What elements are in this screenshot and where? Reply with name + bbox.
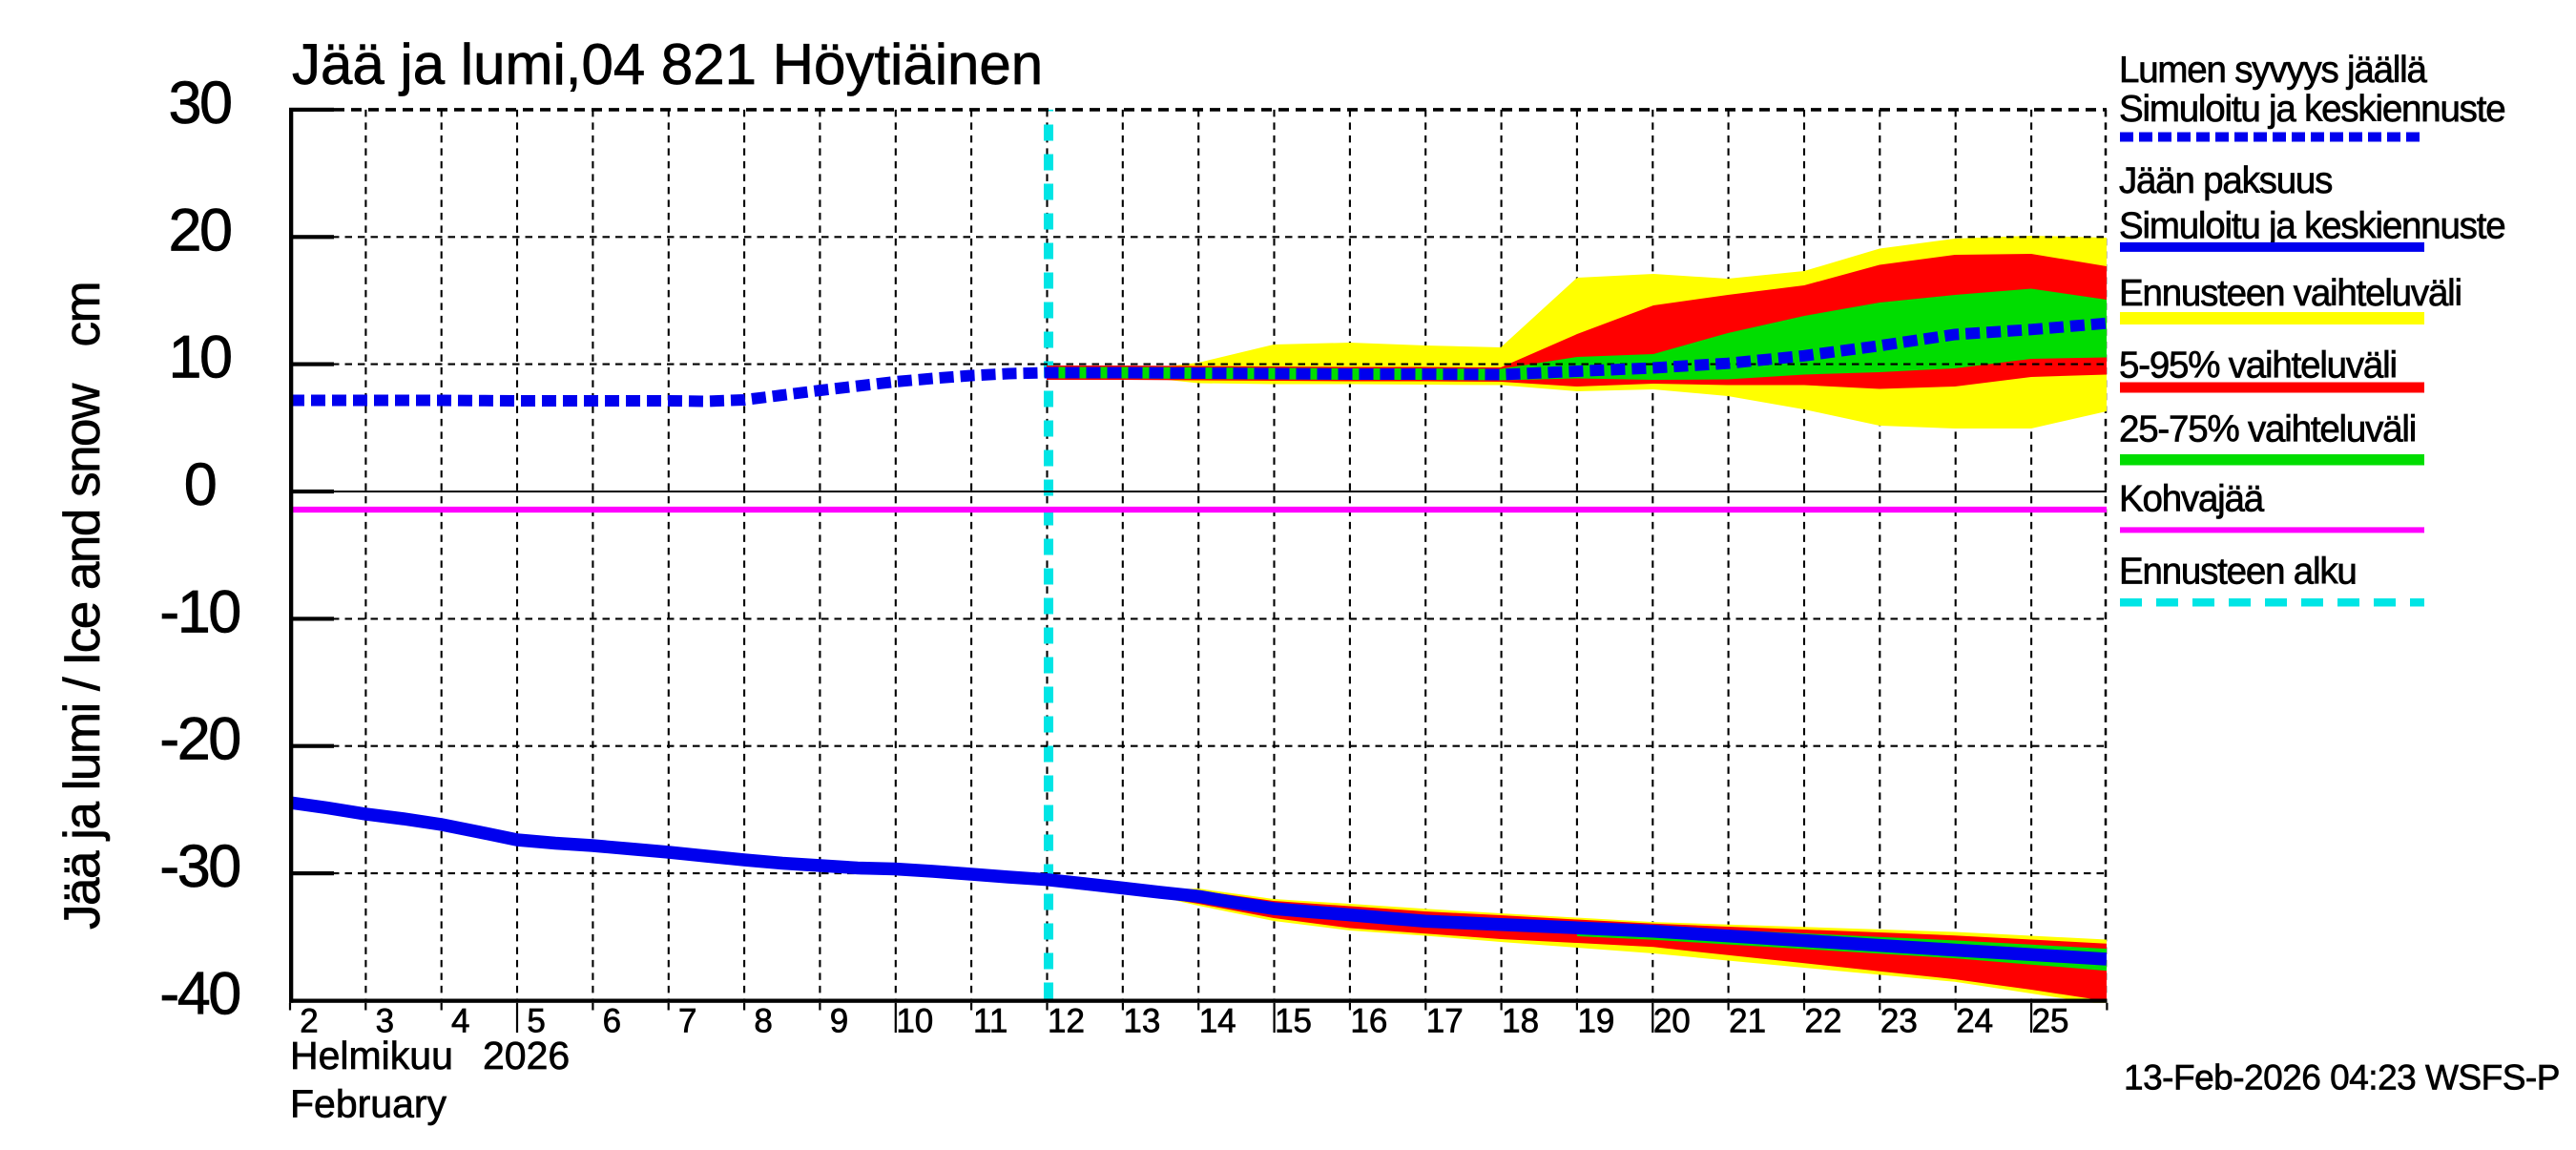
svg-text:2: 2 (300, 1002, 318, 1039)
svg-text:February: February (290, 1082, 447, 1126)
svg-text:21: 21 (1729, 1002, 1766, 1039)
svg-text:6: 6 (603, 1002, 621, 1039)
svg-text:5-95% vaihteluväli: 5-95% vaihteluväli (2119, 345, 2397, 387)
svg-text:13-Feb-2026 04:23 WSFS-P: 13-Feb-2026 04:23 WSFS-P (2124, 1058, 2560, 1098)
svg-text:-40: -40 (159, 960, 239, 1027)
svg-text:13: 13 (1123, 1002, 1160, 1039)
svg-text:Simuloitu ja keskiennuste: Simuloitu ja keskiennuste (2119, 89, 2504, 130)
svg-text:20: 20 (168, 197, 231, 263)
svg-text:23: 23 (1880, 1002, 1918, 1039)
svg-text:0: 0 (184, 451, 216, 518)
svg-text:25: 25 (2032, 1002, 2069, 1039)
svg-text:4: 4 (451, 1002, 469, 1039)
svg-text:Ennusteen alku: Ennusteen alku (2119, 552, 2357, 593)
svg-text:Ennusteen vaihteluväli: Ennusteen vaihteluväli (2119, 273, 2462, 314)
svg-text:2026: 2026 (483, 1034, 570, 1077)
svg-text:22: 22 (1805, 1002, 1842, 1039)
svg-text:-20: -20 (159, 706, 239, 773)
svg-text:9: 9 (830, 1002, 848, 1039)
svg-text:7: 7 (678, 1002, 696, 1039)
svg-text:25-75% vaihteluväli: 25-75% vaihteluväli (2119, 408, 2416, 450)
svg-text:20: 20 (1653, 1002, 1691, 1039)
svg-text:8: 8 (754, 1002, 772, 1039)
svg-text:14: 14 (1199, 1002, 1236, 1039)
svg-text:18: 18 (1502, 1002, 1539, 1039)
svg-text:16: 16 (1350, 1002, 1387, 1039)
svg-text:-30: -30 (159, 833, 239, 900)
svg-text:Lumen syvyys jäällä: Lumen syvyys jäällä (2119, 50, 2427, 91)
svg-text:12: 12 (1048, 1002, 1085, 1039)
svg-text:-10: -10 (159, 578, 239, 645)
svg-text:Jään paksuus: Jään paksuus (2119, 160, 2332, 201)
svg-text:24: 24 (1956, 1002, 1993, 1039)
svg-text:5: 5 (527, 1002, 545, 1039)
svg-text:Kohvajää: Kohvajää (2119, 479, 2265, 520)
svg-text:Jää ja lumi,04 821 Höytiäinen: Jää ja lumi,04 821 Höytiäinen (292, 32, 1043, 96)
svg-text:Helmikuu: Helmikuu (290, 1034, 453, 1077)
svg-text:30: 30 (168, 70, 231, 136)
svg-text:10: 10 (896, 1002, 933, 1039)
svg-text:Simuloitu ja keskiennuste: Simuloitu ja keskiennuste (2119, 205, 2504, 246)
svg-text:19: 19 (1577, 1002, 1614, 1039)
svg-text:15: 15 (1275, 1002, 1312, 1039)
svg-text:10: 10 (168, 324, 231, 391)
svg-text:Jää ja lumi / Ice and snow c: Jää ja lumi / Ice and snow cm (54, 282, 111, 930)
svg-text:17: 17 (1426, 1002, 1464, 1039)
svg-text:11: 11 (973, 1002, 1008, 1039)
svg-text:3: 3 (376, 1002, 394, 1039)
